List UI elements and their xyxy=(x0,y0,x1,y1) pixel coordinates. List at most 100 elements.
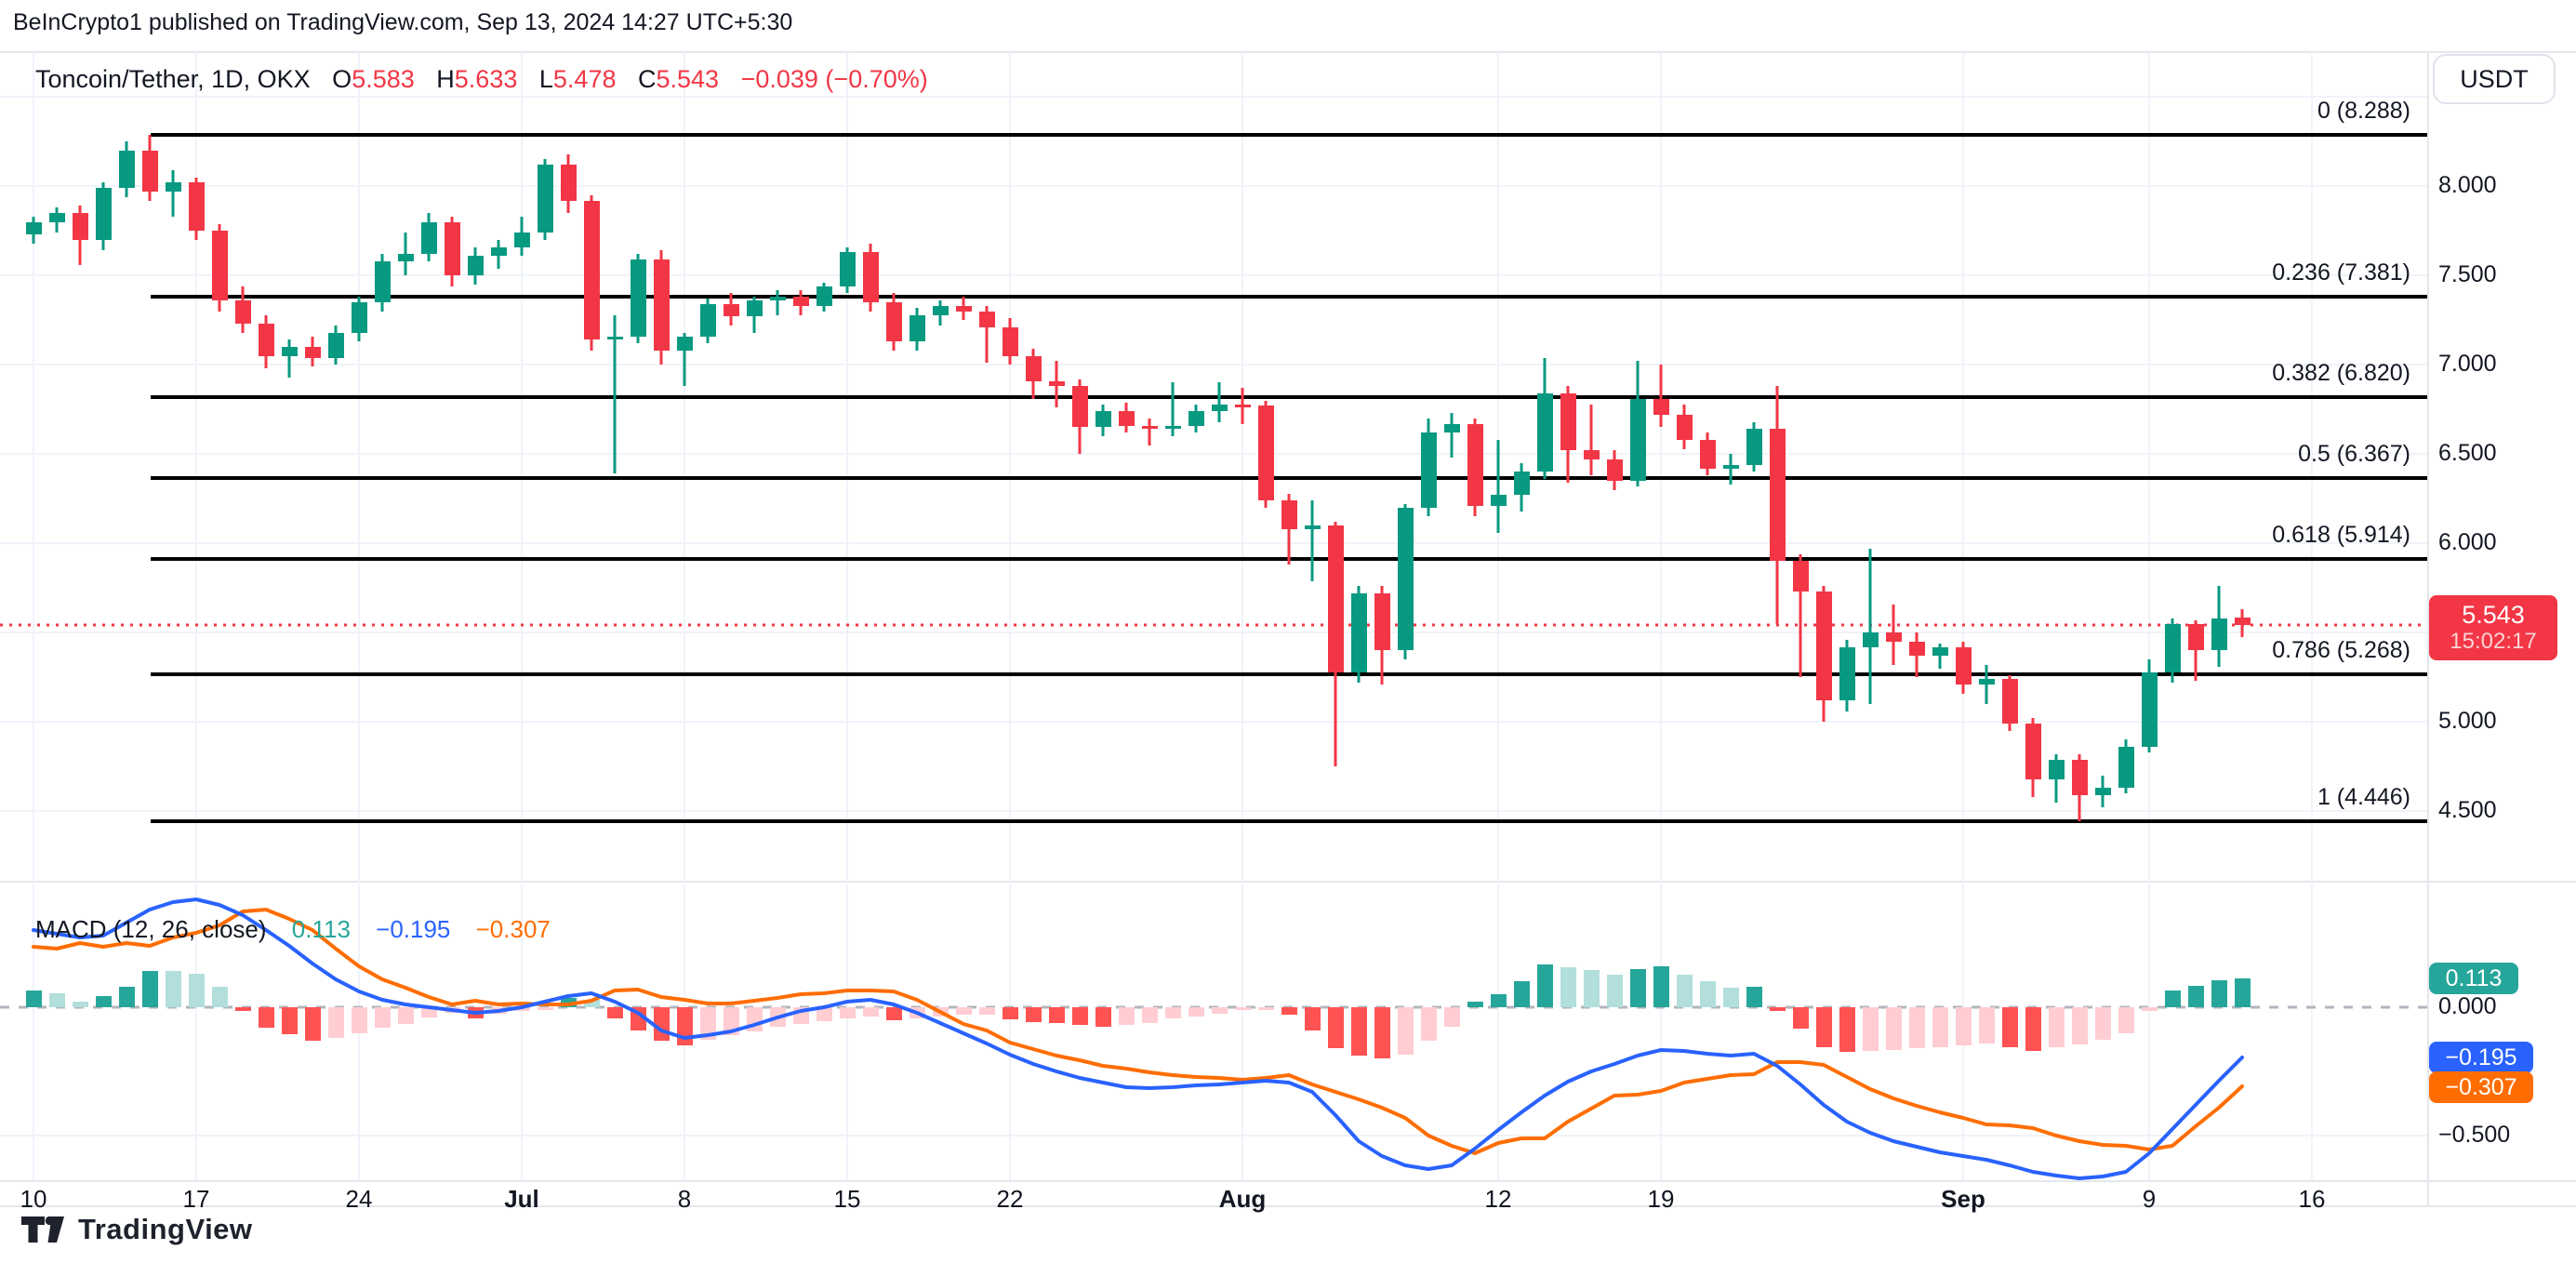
macd-hist-bar xyxy=(1374,1007,1390,1058)
macd-hist-bar xyxy=(1235,1007,1251,1010)
price-tick-label: 7.500 xyxy=(2438,261,2497,287)
candle xyxy=(1630,399,1646,481)
time-tick-label: 12 xyxy=(1484,1185,1512,1213)
macd-hist-bar xyxy=(538,1007,553,1010)
macd-hist-bar xyxy=(119,987,135,1007)
candle xyxy=(1746,429,1762,465)
candle xyxy=(49,213,65,222)
macd-hist-bar xyxy=(840,1007,856,1018)
macd-indicator-legend[interactable]: MACD (12, 26, close) 0.113 −0.195 −0.307 xyxy=(35,915,551,944)
price-tick-label: 7.000 xyxy=(2438,351,2497,377)
candle xyxy=(654,259,670,351)
macd-hist-bar xyxy=(2049,1007,2065,1047)
candle xyxy=(212,231,228,300)
time-tick-label: 17 xyxy=(182,1185,210,1213)
candle xyxy=(235,300,251,324)
candle xyxy=(1560,393,1576,450)
tradingview-logo-icon xyxy=(21,1216,64,1243)
macd-hist-bar xyxy=(1653,966,1669,1007)
macd-hist-bar xyxy=(1188,1007,1204,1017)
macd-hist-bar xyxy=(2025,1007,2041,1051)
candle xyxy=(514,233,530,247)
candle xyxy=(1793,561,1809,592)
symbol-legend[interactable]: Toncoin/Tether, 1D, OKX O5.583 H5.633 L5… xyxy=(35,65,928,94)
macd-hist-bar xyxy=(1049,1007,1065,1023)
time-tick-label: 24 xyxy=(345,1185,373,1213)
candle xyxy=(2025,724,2041,779)
candle xyxy=(1374,593,1390,650)
fib-label: 0.5 (6.367) xyxy=(2298,441,2410,467)
candle xyxy=(1979,679,1995,685)
macd-hist-bar xyxy=(375,1007,391,1028)
high-label: H xyxy=(436,65,455,93)
time-tick-label: 8 xyxy=(677,1185,692,1213)
candle xyxy=(189,182,205,231)
macd-hist-bar xyxy=(1677,975,1693,1007)
candle xyxy=(1537,393,1553,472)
time-tick-label: 9 xyxy=(2142,1185,2157,1213)
candle xyxy=(1863,632,1879,647)
fib-label: 0.382 (6.820) xyxy=(2272,360,2410,386)
candle xyxy=(747,300,763,316)
candle xyxy=(1026,356,1042,381)
macd-tick-label: −0.500 xyxy=(2438,1122,2511,1148)
open-label: O xyxy=(332,65,352,93)
candle xyxy=(1188,411,1204,426)
macd-hist-bar xyxy=(2188,986,2204,1007)
time-tick-label: 10 xyxy=(20,1185,47,1213)
macd-hist-bar xyxy=(1072,1007,1088,1025)
price-tick-label: 4.500 xyxy=(2438,797,2497,823)
macd-hist-bar xyxy=(282,1007,298,1034)
macd-hist-bar xyxy=(863,1007,879,1017)
candle xyxy=(398,254,414,261)
macd-hist-bar xyxy=(700,1007,716,1040)
macd-hist-bar xyxy=(1932,1007,1948,1047)
symbol-title[interactable]: Toncoin/Tether, 1D, OKX xyxy=(35,65,311,93)
high-value: 5.633 xyxy=(454,65,518,93)
low-label: L xyxy=(538,65,553,93)
time-tick-label: Aug xyxy=(1218,1185,1267,1213)
candle xyxy=(421,222,437,254)
candle xyxy=(1235,405,1251,407)
close-label: C xyxy=(638,65,657,93)
macd-hist-bar xyxy=(2095,1007,2111,1040)
macd-title[interactable]: MACD (12, 26, close) xyxy=(35,915,267,943)
macd-hist-bar xyxy=(1421,1007,1437,1041)
candle xyxy=(166,182,181,192)
candle xyxy=(2165,624,2181,672)
candle xyxy=(1491,495,1507,506)
candle xyxy=(2002,679,2018,724)
time-axis-border xyxy=(0,1180,2576,1182)
macd-hist-bar xyxy=(2211,980,2227,1007)
macd-signal-badge: −0.307 xyxy=(2429,1071,2533,1103)
close-value: 5.543 xyxy=(656,65,720,93)
macd-tick-label: 0.000 xyxy=(2438,993,2497,1019)
macd-hist-bar xyxy=(421,1007,437,1017)
macd-hist-bar xyxy=(1305,1007,1321,1030)
time-tick-label: 15 xyxy=(833,1185,861,1213)
macd-hist-bar xyxy=(2002,1007,2018,1047)
candle xyxy=(724,304,739,316)
widget-top-border xyxy=(0,51,2576,53)
macd-hist-bar xyxy=(1584,970,1600,1007)
macd-hist-bar xyxy=(1398,1007,1414,1055)
indicator-line xyxy=(32,908,2244,1155)
candle xyxy=(1584,450,1600,459)
tradingview-logo[interactable]: TradingView xyxy=(20,1213,253,1246)
price-tick-label: 8.000 xyxy=(2438,172,2497,198)
macd-hist-bar xyxy=(1886,1007,1902,1050)
macd-line-badge: −0.195 xyxy=(2429,1042,2533,1073)
macd-hist-bar xyxy=(1026,1007,1042,1022)
macd-hist-bar xyxy=(1770,1007,1786,1011)
macd-hist-bar xyxy=(886,1007,902,1020)
candle xyxy=(1421,432,1437,508)
currency-toggle-button[interactable]: USDT xyxy=(2433,54,2556,104)
candle xyxy=(1816,592,1832,700)
candle xyxy=(491,247,507,256)
macd-hist-bar xyxy=(724,1007,739,1035)
macd-hist-badge: 0.113 xyxy=(2429,963,2518,994)
pane-separator[interactable] xyxy=(0,881,2576,883)
candle xyxy=(2188,624,2204,650)
fib-label: 0.618 (5.914) xyxy=(2272,522,2410,548)
